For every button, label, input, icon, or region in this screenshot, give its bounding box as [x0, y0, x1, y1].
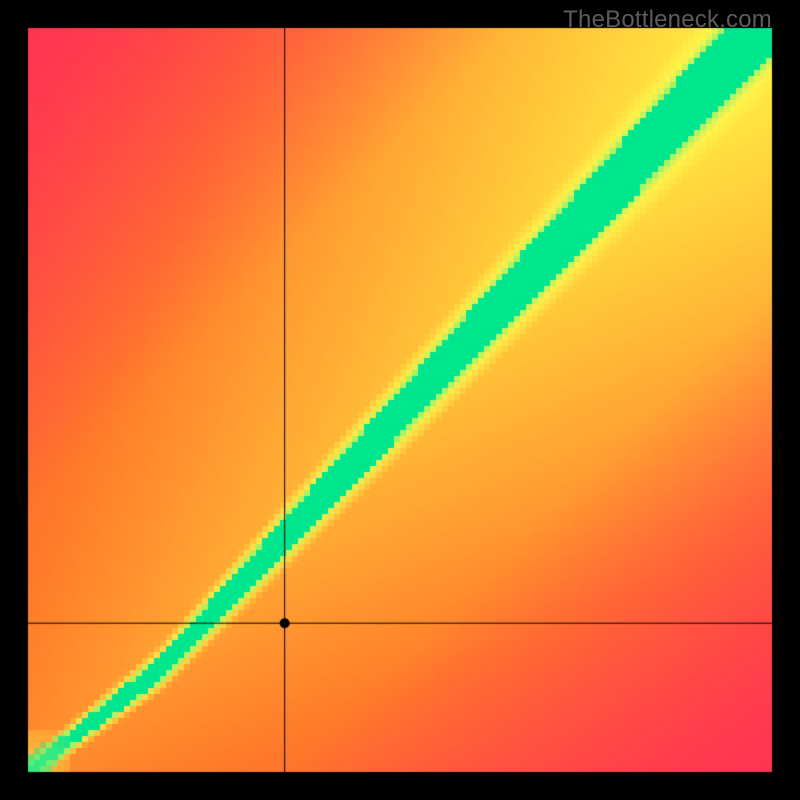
- watermark-text: TheBottleneck.com: [563, 6, 772, 34]
- chart-container: TheBottleneck.com: [0, 0, 800, 800]
- heatmap-canvas: [0, 0, 800, 800]
